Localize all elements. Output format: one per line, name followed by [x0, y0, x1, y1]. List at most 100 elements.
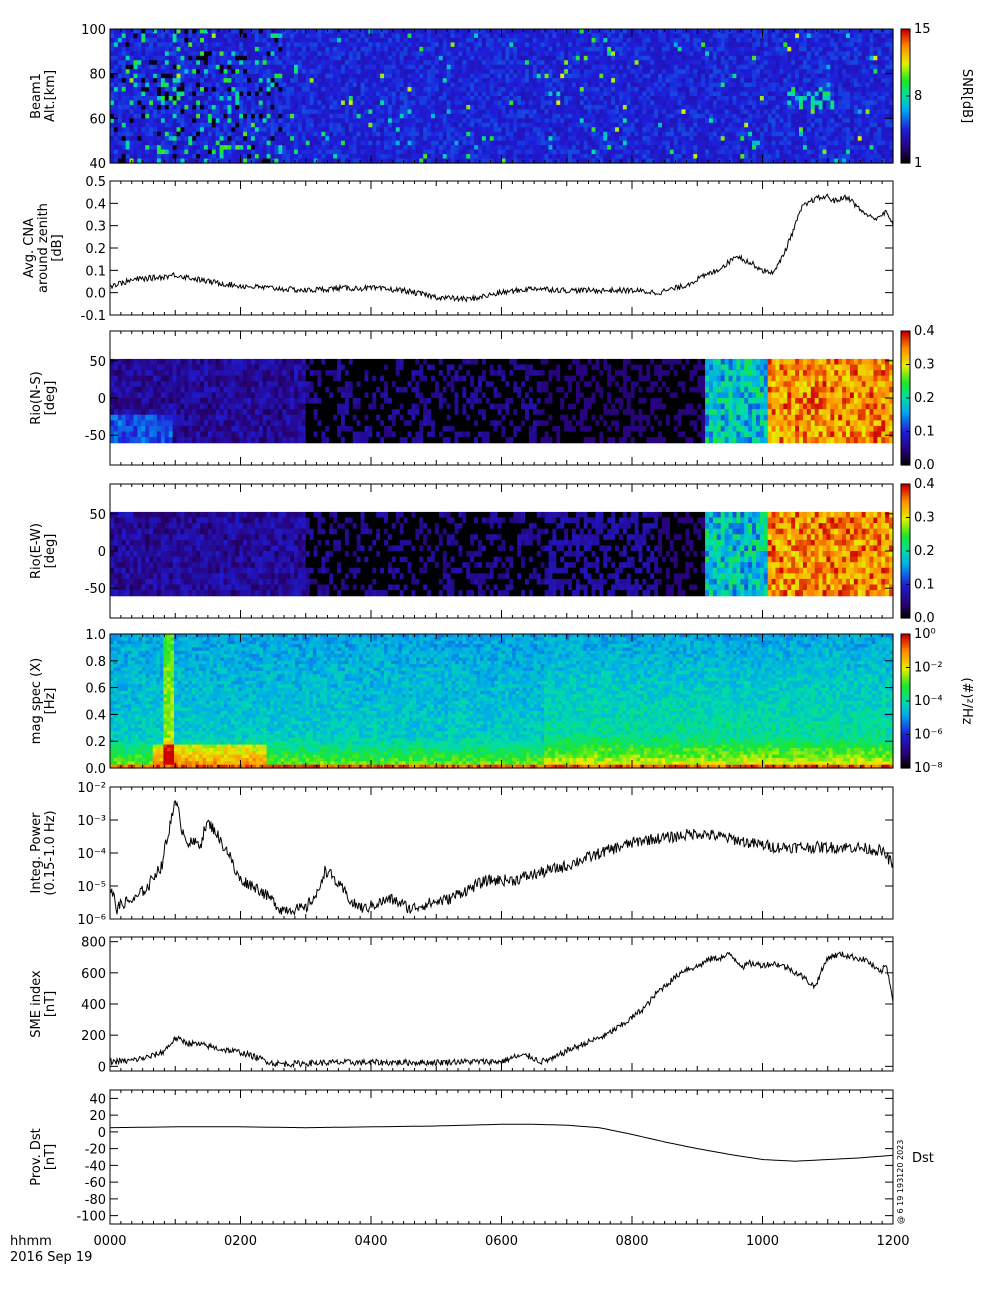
heatmap-cell [165, 118, 170, 123]
heatmap-cell [282, 150, 287, 155]
heatmap-cell [419, 33, 424, 38]
heatmap-cell [263, 92, 268, 97]
heatmap-cell [157, 78, 162, 83]
heatmap-cell [224, 150, 229, 155]
heatmap-cell [419, 51, 424, 56]
heatmap-cell [357, 150, 362, 155]
heatmap-cell [196, 74, 201, 79]
heatmap-cell [584, 105, 589, 110]
heatmap-cell [682, 65, 687, 70]
heatmap-cell [642, 118, 647, 123]
heatmap-cell [130, 145, 135, 150]
heatmap-cell [650, 33, 655, 38]
heatmap-cell [263, 42, 268, 47]
heatmap-cell [259, 65, 264, 70]
heatmap-cell [341, 109, 346, 114]
heatmap-cell [161, 127, 166, 132]
heatmap-cell [423, 69, 428, 74]
heatmap-cell [607, 136, 612, 141]
heatmap-cell [564, 127, 569, 132]
heatmap-cell [564, 118, 569, 123]
heatmap-cell [439, 65, 444, 70]
heatmap-cell [145, 78, 150, 83]
heatmap-cell [752, 132, 757, 137]
heatmap-cell [639, 74, 644, 79]
heatmap-cell [137, 114, 142, 119]
heatmap-cell [748, 127, 753, 132]
heatmap-cell [548, 47, 553, 52]
heatmap-cell [627, 118, 632, 123]
heatmap-cell [502, 145, 507, 150]
heatmap-cell [560, 100, 565, 105]
heatmap-cell [133, 51, 138, 56]
heatmap-cell [204, 42, 209, 47]
heatmap-cell [705, 150, 710, 155]
heatmap-cell [345, 83, 350, 88]
heatmap-cell [411, 29, 416, 34]
heatmap-cell [251, 60, 256, 65]
heatmap-cell [337, 83, 342, 88]
heatmap-cell [435, 92, 440, 97]
heatmap-cell [533, 92, 538, 97]
heatmap-cell [122, 51, 127, 56]
heatmap-cell [274, 132, 279, 137]
heatmap-cell [145, 92, 150, 97]
heatmap-cell [145, 141, 150, 146]
heatmap-cell [415, 83, 420, 88]
heatmap-cell [529, 47, 534, 52]
heatmap-cell [439, 105, 444, 110]
heatmap-cell [310, 150, 315, 155]
heatmap-cell [384, 56, 389, 61]
heatmap-cell [110, 29, 115, 34]
heatmap-cell [337, 100, 342, 105]
heatmap-cell [678, 29, 683, 34]
heatmap-cell [474, 56, 479, 61]
heatmap-cell [130, 114, 135, 119]
heatmap-cell [216, 33, 221, 38]
heatmap-cell [208, 51, 213, 56]
heatmap-cell [545, 118, 550, 123]
heatmap-cell [701, 47, 706, 52]
heatmap-cell [548, 51, 553, 56]
heatmap-cell [321, 83, 326, 88]
heatmap-cell [220, 51, 225, 56]
heatmap-cell [204, 100, 209, 105]
heatmap-cell [607, 150, 612, 155]
heatmap-cell [411, 123, 416, 128]
heatmap-cell [760, 96, 765, 101]
heatmap-cell [580, 136, 585, 141]
heatmap-cell [729, 141, 734, 146]
heatmap-cell [725, 123, 730, 128]
heatmap-cell [349, 96, 354, 101]
heatmap-cell [689, 83, 694, 88]
heatmap-cell [321, 132, 326, 137]
heatmap-cell [455, 105, 460, 110]
heatmap-cell [533, 132, 538, 137]
heatmap-cell [693, 42, 698, 47]
heatmap-cell [556, 132, 561, 137]
heatmap-cell [357, 42, 362, 47]
heatmap-cell [537, 87, 542, 92]
heatmap-cell [247, 69, 252, 74]
heatmap-cell [169, 100, 174, 105]
heatmap-cell [642, 65, 647, 70]
heatmap-cell [184, 96, 189, 101]
heatmap-cell [552, 78, 557, 83]
heatmap-cell [184, 51, 189, 56]
heatmap-cell [466, 92, 471, 97]
heatmap-cell [274, 96, 279, 101]
heatmap-cell [756, 38, 761, 43]
heatmap-cell [541, 29, 546, 34]
heatmap-cell [455, 65, 460, 70]
heatmap-cell [619, 87, 624, 92]
heatmap-cell [110, 145, 115, 150]
heatmap-cell [333, 100, 338, 105]
heatmap-cell [306, 118, 311, 123]
heatmap-cell [529, 145, 534, 150]
heatmap-cell [255, 109, 260, 114]
heatmap-cell [118, 92, 123, 97]
heatmap-cell [392, 47, 397, 52]
heatmap-cell [368, 56, 373, 61]
heatmap-cell [744, 47, 749, 52]
heatmap-cell [118, 145, 123, 150]
